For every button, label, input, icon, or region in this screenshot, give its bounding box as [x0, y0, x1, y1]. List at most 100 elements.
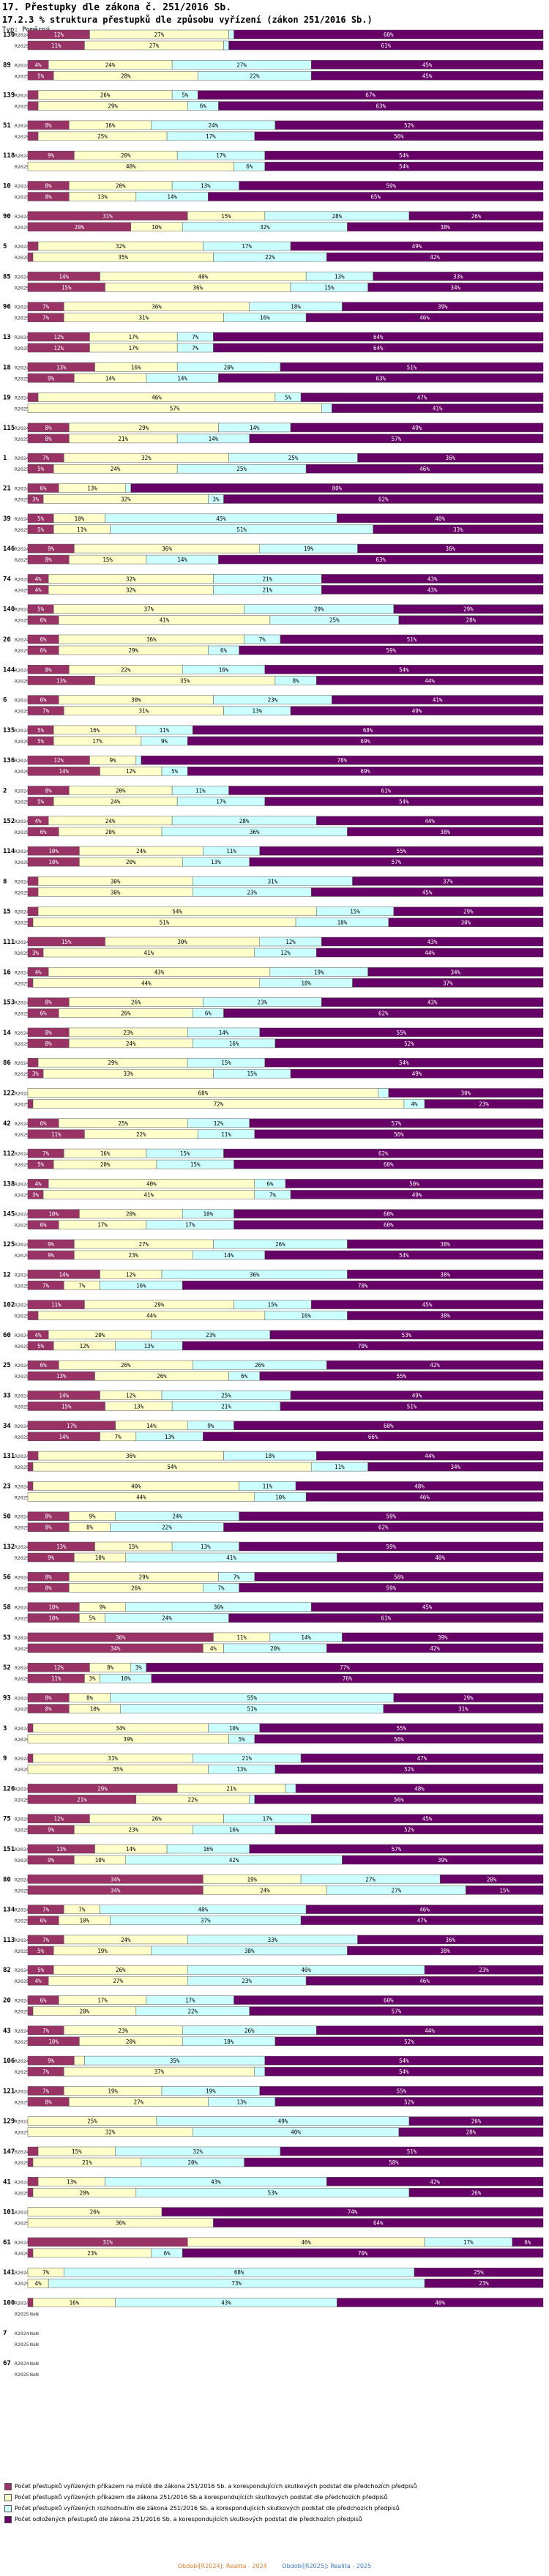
group-label: 23 — [3, 1483, 11, 1490]
bar-value-label: 42% — [430, 1645, 440, 1652]
bar-value-label: 8% — [45, 436, 53, 442]
bar-segment — [249, 1118, 544, 1128]
bar-value-label: 8% — [45, 1030, 53, 1036]
bar-segment — [285, 1784, 296, 1793]
bar-value-label: 10% — [48, 1604, 59, 1611]
period-label: R2024 — [15, 1484, 29, 1489]
bar-value-label: 38% — [440, 1313, 450, 1319]
bar-value-label: 29% — [129, 647, 139, 654]
bar-value-label: 7% — [78, 1907, 86, 1913]
group-label: 126 — [3, 1785, 15, 1793]
bar-segment — [27, 2248, 34, 2258]
bar-value-label: 70% — [358, 1343, 368, 1350]
period-label: R2024 — [15, 1514, 29, 1520]
bar-value-label: 49% — [412, 1071, 422, 1077]
bar-value-label: 20% — [188, 2159, 198, 2166]
period-label: R2024 — [15, 1696, 29, 1702]
bar-value-label: 17% — [216, 799, 226, 805]
group-label: 93 — [3, 1695, 11, 1702]
bar-segment — [239, 1541, 544, 1552]
period-label: R2024 — [15, 184, 29, 190]
period-label: R2024 — [15, 2058, 29, 2064]
period-label: R2025 — [15, 2281, 29, 2287]
bar-segment — [228, 40, 544, 51]
bar-value-label: 36% — [146, 636, 157, 643]
bar-value-label: 53% — [402, 1332, 412, 1339]
bar-value-label: 20% — [126, 859, 136, 866]
bar-value-label: 13% — [56, 1373, 67, 1380]
bar-value-label: 30% — [131, 697, 141, 704]
bar-value-label: 16% — [260, 315, 270, 321]
bar-value-label: 70% — [358, 1282, 368, 1289]
legend-label: Počet přestupků vyřízených příkazem na m… — [15, 2483, 417, 2490]
period-label: R2024 — [15, 1998, 29, 2004]
period-label: R2025 — [15, 73, 29, 79]
bar-value-label: 25% — [221, 1393, 231, 1399]
bar-value-label: 26% — [121, 1362, 131, 1369]
bar-value-label: 26% — [131, 1585, 141, 1591]
bar-value-label: 17% — [216, 152, 226, 159]
bar-value-label: 36% — [446, 455, 456, 461]
bar-value-label: 63% — [376, 556, 386, 563]
bar-value-label: 36% — [162, 546, 172, 552]
bar-segment — [27, 392, 39, 402]
group-label: 89 — [3, 62, 11, 69]
bar-value-label: 11% — [51, 42, 61, 49]
bar-segment — [264, 797, 544, 806]
bar-value-label: 6% — [241, 1373, 248, 1380]
bar-value-label: 45% — [216, 515, 226, 522]
period-label: R2025 — [15, 648, 29, 654]
group-label: 12 — [3, 1271, 11, 1278]
bar-value-label: 78% — [337, 757, 348, 764]
bar-value-label: 77% — [340, 1664, 350, 1671]
bar-value-label: 20% — [80, 2189, 90, 2196]
bar-value-label: 51% — [160, 920, 170, 926]
bar-value-label: 13% — [56, 1846, 67, 1853]
period-label: R2024 — [15, 395, 29, 401]
period-label: R2024 — [15, 1303, 29, 1309]
bar-segment — [310, 71, 544, 81]
bar-value-label: 10% — [75, 515, 85, 522]
period-label: R2024 — [15, 1665, 29, 1671]
bar-value-label: 12% — [53, 1664, 64, 1671]
period-label: R2025 — [15, 225, 29, 231]
period-label: R2025 — [15, 1525, 29, 1531]
bar-value-label: 46% — [419, 1907, 430, 1913]
bar-value-label: 18% — [265, 1453, 275, 1459]
bar-segment — [27, 1311, 39, 1320]
bar-value-label: 20% — [224, 364, 234, 371]
bar-value-label: 31% — [139, 315, 149, 321]
bar-segment — [223, 1008, 544, 1018]
bar-value-label: 12% — [80, 1343, 90, 1350]
bar-value-label: 62% — [378, 1525, 389, 1531]
bar-value-label: 4% — [35, 62, 42, 68]
period-label: R2024 — [15, 1817, 29, 1823]
bar-value-label: 7% — [42, 315, 50, 321]
bar-segment — [414, 2267, 544, 2277]
na-label: NaN — [30, 2372, 39, 2378]
bar-value-label: 72% — [214, 1101, 224, 1108]
bar-value-label: 15% — [247, 1071, 257, 1077]
period-label: R2024 — [15, 214, 29, 220]
bar-value-label: 8% — [45, 1706, 53, 1713]
bar-segment — [347, 222, 544, 232]
group-label: 101 — [3, 2209, 15, 2216]
group-label: 9 — [3, 1755, 7, 1762]
bar-value-label: 26% — [244, 2028, 255, 2034]
bar-segment — [269, 1330, 544, 1340]
period-label: R2024 — [15, 2210, 29, 2216]
group-label: 113 — [3, 1937, 15, 1944]
bar-value-label: 20% — [100, 1161, 111, 1168]
bar-segment — [27, 1481, 34, 1491]
bar-value-label: 17% — [206, 133, 216, 140]
group-label: 61 — [3, 2239, 11, 2246]
bar-value-label: 46% — [301, 1967, 311, 1973]
bar-value-label: 30% — [177, 939, 187, 945]
bar-value-label: 65% — [370, 194, 381, 201]
bar-value-label: 45% — [422, 72, 433, 79]
bar-value-label: 5% — [37, 526, 45, 533]
group-label: 6 — [3, 697, 7, 704]
bar-value-label: 36% — [214, 1604, 224, 1611]
bar-value-label: 6% — [246, 163, 253, 170]
bar-value-label: 4% — [35, 1332, 42, 1339]
